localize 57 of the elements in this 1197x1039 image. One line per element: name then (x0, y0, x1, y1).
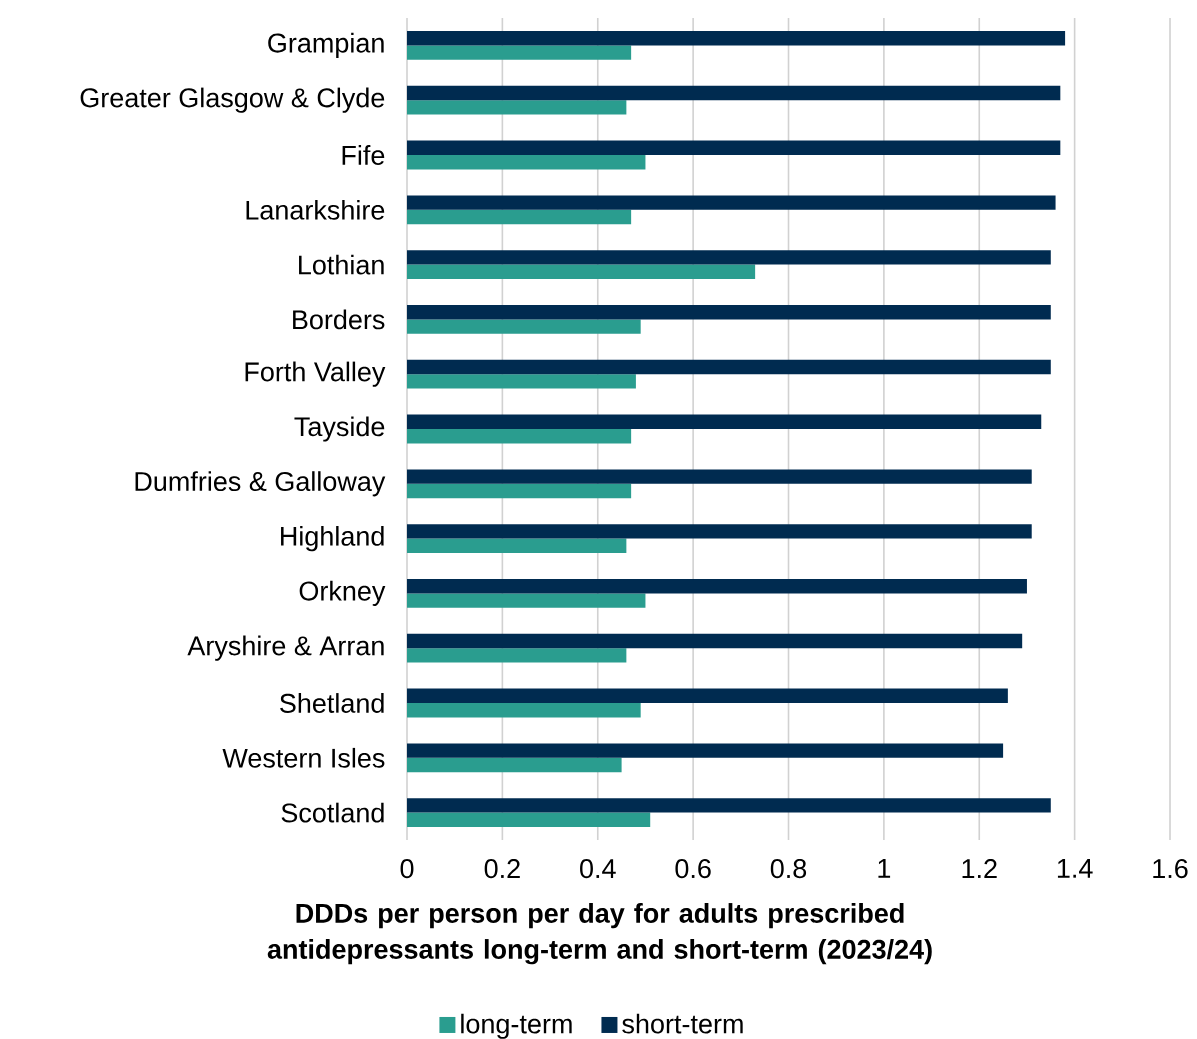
bar (407, 703, 641, 718)
x-tick-label: 1.4 (1057, 859, 1093, 878)
bar (407, 85, 1061, 101)
x-tick-label: 1 (878, 859, 891, 878)
y-tick-label: Greater Glasgow & Clyde (80, 87, 385, 113)
y-tick-label: Scotland (281, 802, 384, 823)
y-tick-label: Dumfries & Galloway (135, 471, 386, 497)
x-tick-label: 1.2 (962, 859, 997, 878)
x-tick-label: 0.6 (675, 859, 711, 879)
bar (407, 319, 641, 334)
y-tick-label: Lanarkshire (246, 199, 385, 220)
bar (407, 743, 1004, 758)
x-tick-label: 1.6 (1153, 859, 1188, 879)
x-axis-title: DDDs per person per day for adults prescribed antidepressants long-term and short-term (2023/24) (267, 903, 932, 965)
bar (407, 757, 622, 773)
legend-label: short-term (622, 1013, 743, 1034)
bar (407, 483, 632, 499)
x-tick-label: 0.8 (770, 859, 807, 879)
bar (407, 264, 756, 279)
bar (407, 524, 1032, 539)
bar (407, 648, 627, 663)
bar (407, 209, 632, 225)
y-tick-label: Borders (293, 309, 385, 330)
bar (407, 469, 1032, 484)
y-tick-label: Western Isles (222, 747, 385, 768)
bar (407, 305, 1051, 320)
y-tick-label: Shetland (280, 693, 384, 713)
bar (407, 593, 646, 608)
bar (407, 45, 632, 60)
bar (407, 688, 1008, 704)
y-tick-label: Fife (342, 145, 385, 165)
bar (407, 538, 627, 554)
y-tick-label: Highland (281, 526, 384, 552)
x-tick-label: 0 (400, 859, 414, 879)
x-tick-label: 0.2 (484, 859, 520, 879)
y-tick-label: Aryshire & Arran (187, 635, 384, 661)
bar (407, 31, 1066, 46)
bar (407, 100, 627, 115)
bar (407, 374, 636, 389)
y-tick-label: Lothian (299, 254, 384, 275)
legend-label: long-term (461, 1013, 572, 1039)
y-tick-label: Tayside (294, 416, 385, 442)
bar (407, 140, 1061, 155)
bar (407, 195, 1056, 210)
x-tick-label: 0.4 (580, 859, 616, 879)
bar (407, 155, 646, 170)
y-tick-label: Grampian (268, 32, 384, 58)
bar (407, 579, 1027, 594)
bar (407, 633, 1023, 649)
bar (407, 250, 1051, 265)
bar (407, 429, 632, 444)
y-tick-label: Forth Valley (245, 361, 386, 387)
bar (407, 812, 651, 828)
bar (407, 359, 1051, 375)
bar (407, 414, 1042, 430)
y-tick-label: Orkney (299, 580, 386, 606)
bar (407, 798, 1051, 813)
